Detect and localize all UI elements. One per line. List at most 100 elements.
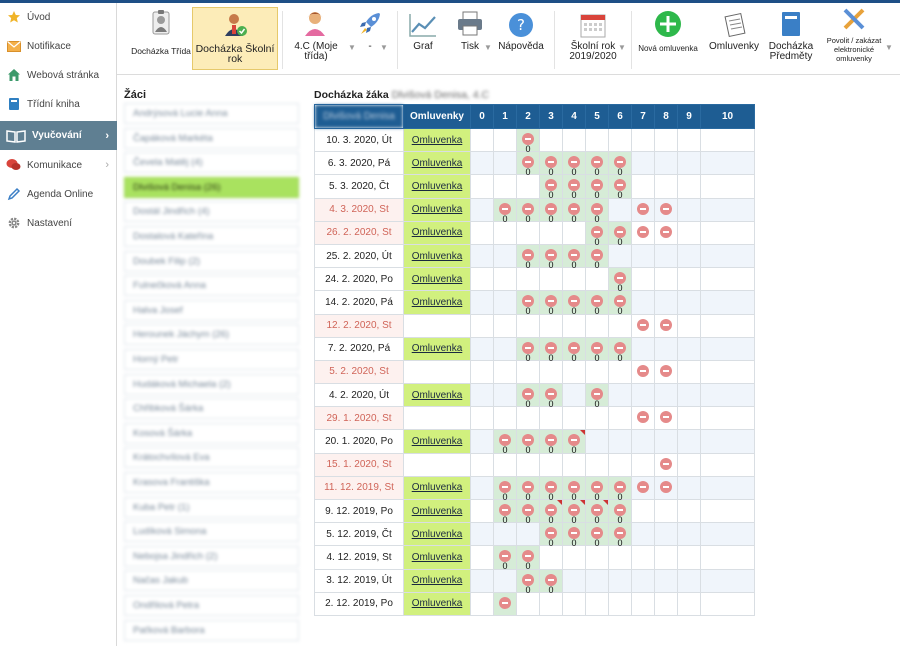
hour-cell[interactable]: 0: [608, 290, 632, 316]
absence-icon[interactable]: [499, 504, 511, 516]
hour-cell[interactable]: [700, 197, 755, 222]
omluvenka-cell[interactable]: Omluvenka: [403, 290, 471, 315]
student-item[interactable]: Čevela Matěj (4): [124, 152, 299, 174]
absence-icon[interactable]: [568, 202, 580, 215]
hour-cell[interactable]: [585, 127, 609, 153]
hour-cell[interactable]: 0: [585, 383, 609, 409]
absence-icon[interactable]: [545, 295, 557, 308]
hour-cell[interactable]: 0: [608, 475, 632, 501]
hour-cell[interactable]: [631, 127, 655, 153]
absence-icon[interactable]: [591, 504, 603, 516]
hour-cell[interactable]: [700, 383, 755, 408]
chevron-down-icon[interactable]: ▼: [618, 43, 626, 52]
absence-icon[interactable]: [591, 225, 603, 238]
absence-icon[interactable]: [614, 295, 626, 308]
hour-cell[interactable]: 0: [539, 429, 563, 455]
hour-cell[interactable]: 0: [516, 545, 540, 571]
hour-cell[interactable]: [631, 406, 655, 431]
hour-cell[interactable]: [631, 545, 655, 570]
student-item[interactable]: Dostalová Kateřina: [124, 226, 299, 247]
omluvenka-cell[interactable]: Omluvenka: [403, 197, 471, 222]
hour-cell[interactable]: 0: [585, 522, 609, 548]
hour-cell[interactable]: 0: [608, 522, 632, 548]
hour-cell[interactable]: [677, 127, 701, 153]
absence-icon[interactable]: [660, 457, 672, 470]
hour-cell[interactable]: [700, 151, 755, 176]
hour-cell[interactable]: 0: [562, 429, 586, 455]
absence-icon[interactable]: [614, 225, 626, 238]
omluvenka-cell[interactable]: Omluvenka: [403, 475, 471, 501]
absence-icon[interactable]: [660, 318, 672, 331]
student-item[interactable]: Dostál Jindřich (4): [124, 201, 299, 223]
student-item[interactable]: Krasova Františka: [124, 472, 299, 493]
hour-cell[interactable]: [700, 290, 755, 315]
student-item[interactable]: Čapáková Markéta: [124, 127, 299, 149]
hour-cell[interactable]: [631, 522, 655, 547]
absence-icon[interactable]: [568, 179, 580, 192]
omluvenka-cell[interactable]: Omluvenka: [403, 522, 471, 547]
hour-cell[interactable]: [470, 383, 494, 408]
hour-cell[interactable]: [562, 383, 586, 408]
absence-icon[interactable]: [522, 295, 534, 308]
hour-cell[interactable]: [608, 197, 632, 222]
hour-cell[interactable]: [677, 406, 701, 431]
hour-cell[interactable]: [493, 290, 517, 315]
student-item[interactable]: Ondřilová Petra: [124, 595, 299, 616]
hour-cell[interactable]: 0: [539, 336, 563, 362]
hour-cell[interactable]: [631, 243, 655, 269]
hour-cell[interactable]: [631, 359, 655, 385]
hour-cell[interactable]: [585, 429, 609, 454]
hour-cell[interactable]: [516, 220, 540, 245]
student-item[interactable]: Fulnečková Anna: [124, 275, 299, 297]
hour-cell[interactable]: [539, 127, 563, 153]
omluvenka-link[interactable]: Omluvenka: [411, 482, 463, 494]
hour-cell[interactable]: 0: [493, 197, 517, 223]
hour-cell[interactable]: 0: [608, 267, 632, 293]
omluvenka-link[interactable]: Omluvenka: [411, 505, 463, 517]
hour-cell[interactable]: [654, 475, 678, 501]
absence-icon[interactable]: [614, 156, 626, 169]
absence-icon[interactable]: [614, 480, 626, 493]
hour-cell[interactable]: 0: [585, 174, 609, 200]
hour-cell[interactable]: [677, 568, 701, 593]
omluvenka-cell[interactable]: Omluvenka: [403, 336, 471, 361]
omluvenka-link[interactable]: Omluvenka: [411, 598, 463, 610]
hour-cell[interactable]: 0: [516, 127, 540, 154]
omluvenka-link[interactable]: Omluvenka: [411, 343, 463, 355]
absence-icon[interactable]: [591, 156, 603, 169]
hour-cell[interactable]: 0: [493, 498, 517, 525]
omluvenka-link[interactable]: Omluvenka: [411, 436, 463, 448]
hour-cell[interactable]: [677, 429, 701, 454]
hour-cell[interactable]: [608, 127, 632, 153]
hour-cell[interactable]: [516, 313, 540, 338]
hour-cell[interactable]: [516, 267, 540, 292]
hour-cell[interactable]: [608, 406, 632, 431]
absence-icon[interactable]: [637, 364, 649, 377]
hour-cell[interactable]: [562, 452, 586, 477]
absence-icon[interactable]: [499, 550, 511, 563]
absence-icon[interactable]: [591, 480, 603, 493]
chevron-down-icon[interactable]: ▼: [380, 43, 388, 52]
hour-cell[interactable]: 0: [516, 498, 540, 525]
omluvenka-link[interactable]: Omluvenka: [411, 250, 463, 262]
absence-icon[interactable]: [637, 225, 649, 238]
student-item[interactable]: Nebojsa Jindřich (2): [124, 545, 299, 567]
dochazka-trida-button[interactable]: Docházka Třída: [131, 6, 191, 70]
sidebar-item-notifikace[interactable]: Notifikace: [0, 32, 117, 60]
absence-icon[interactable]: [591, 527, 603, 540]
absence-icon[interactable]: [545, 434, 557, 447]
absence-icon[interactable]: [637, 411, 649, 424]
hour-cell[interactable]: [470, 429, 494, 454]
hour-cell[interactable]: [493, 406, 517, 431]
absence-icon[interactable]: [591, 179, 603, 192]
hour-cell[interactable]: [631, 591, 655, 616]
absence-icon[interactable]: [614, 341, 626, 354]
sidebar-item-uvod[interactable]: Úvod: [0, 3, 117, 31]
hour-cell[interactable]: [470, 359, 494, 385]
hour-cell[interactable]: [700, 452, 755, 477]
hour-cell[interactable]: 0: [562, 336, 586, 362]
hour-cell[interactable]: [631, 498, 655, 524]
hour-cell[interactable]: [654, 313, 678, 338]
absence-icon[interactable]: [522, 434, 534, 447]
hour-cell[interactable]: 0: [585, 498, 609, 525]
